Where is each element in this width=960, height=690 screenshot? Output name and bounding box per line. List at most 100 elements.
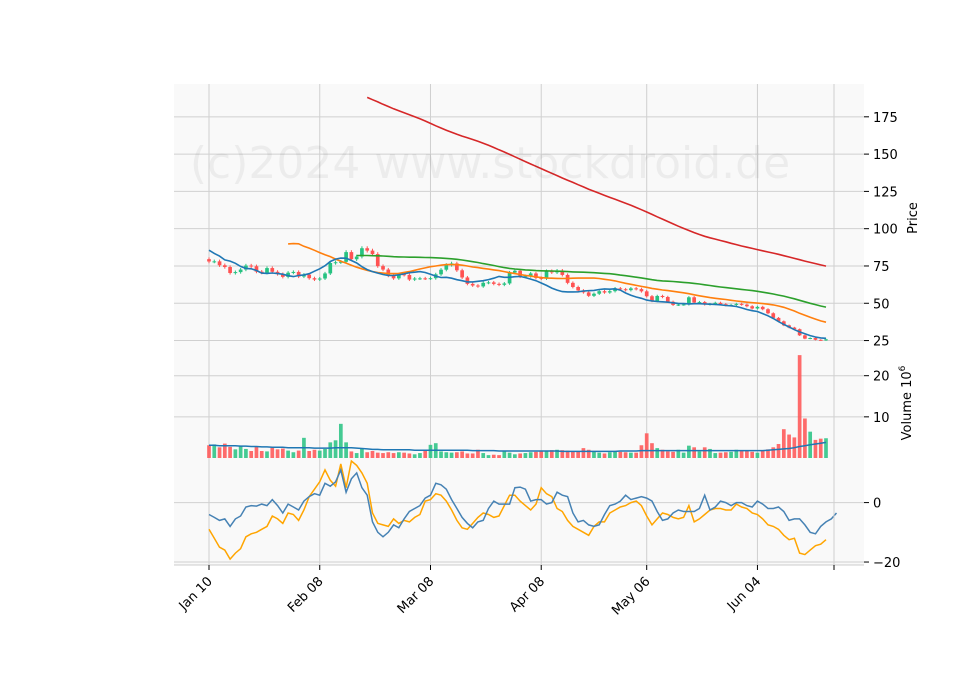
candle-body [676,304,681,306]
volume-bar [618,451,623,458]
volume-bar [365,452,370,458]
candle-body [296,271,301,277]
candle-body [238,269,243,273]
volume-bar [349,451,354,458]
candle-body [412,278,417,280]
candle-body [476,285,480,287]
candle-body [723,304,728,306]
volume-bar [244,448,248,458]
volume-bar [238,445,243,458]
candle-body [634,288,638,290]
candle-body [792,327,797,330]
candle-body [571,282,575,288]
candle-body [444,264,449,270]
volume-bar [597,452,602,458]
candle-body [470,283,475,286]
candle-body [418,278,422,280]
volume-bar [676,449,681,458]
candle-body [280,274,285,277]
volume-bar [565,450,570,458]
volume-bar [275,449,280,458]
volume-bar [428,444,433,458]
candle-body [439,269,443,275]
candle-body [338,261,343,263]
candle-body [502,283,507,285]
candle-body [486,282,491,284]
candle-body [254,266,259,272]
price-panel: 25 50 75 100 125 150 175 [174,84,898,351]
candle-body [455,263,459,271]
candle-body [286,272,290,277]
candle-body [639,289,644,292]
volume-bar [217,447,222,458]
volume-bar [692,447,697,458]
volume-bar [824,438,828,458]
volume-bar [507,452,512,458]
volume-bar [412,454,417,458]
volume-bar [534,451,538,458]
candle-body [333,262,338,264]
volume-bar [602,453,607,458]
candle-body [650,296,654,302]
volume-bar [671,451,675,458]
volume-bar [513,454,517,458]
candle-body [576,287,580,291]
candle-body [259,271,264,273]
volume-bar [613,451,617,458]
y-tick-label: 25 [873,335,890,350]
indicator-blue-line [208,467,838,538]
volume-bar [518,453,522,458]
candle-body [407,274,412,280]
volume-bar [581,448,586,458]
volume-bar [560,450,565,458]
volume-bar [418,453,422,458]
candle-body [771,313,776,318]
volume-bar [249,451,254,458]
candle-body [750,306,755,309]
candle-body [539,277,544,279]
candle-body [665,297,670,302]
volume-bar [375,452,380,458]
candle-body [402,274,406,276]
sma-red-line [366,96,827,267]
volume-bar [697,451,702,458]
candle-body [613,288,617,292]
candle-body [618,288,623,290]
volume-bar [444,452,449,458]
candle-body [607,291,612,293]
volume-bar [745,451,749,458]
y-tick-label: 0 [873,497,881,512]
candle-body [349,252,354,260]
candle-body [328,262,333,274]
candle-body [808,338,813,340]
candle-body [560,270,565,275]
volume-bar [539,450,544,458]
sma-green-line [356,254,827,308]
volume-bar [571,451,575,458]
candle-body [687,297,691,305]
volume-bar [502,451,507,458]
candle-body [460,270,464,278]
candle-body [397,274,401,279]
volume-bar [286,450,290,458]
candle-body [739,303,744,305]
volume-bar [312,449,317,458]
candle-body [755,306,760,309]
volume-bar [296,450,301,458]
volume-bar [344,442,348,458]
volume-bar [708,448,712,458]
volume-bar [460,451,464,458]
candle-body [370,250,375,255]
volume-bar [523,453,528,458]
candle-body [734,303,739,305]
volume-bar [576,451,580,458]
volume-bar [439,451,443,458]
sma-blue-line [208,249,827,340]
volume-bar [713,453,718,458]
candle-body [544,271,549,279]
candle-body [745,304,749,307]
volume-bar [623,452,628,458]
candle-body [602,291,607,293]
volume-bar [681,452,686,458]
